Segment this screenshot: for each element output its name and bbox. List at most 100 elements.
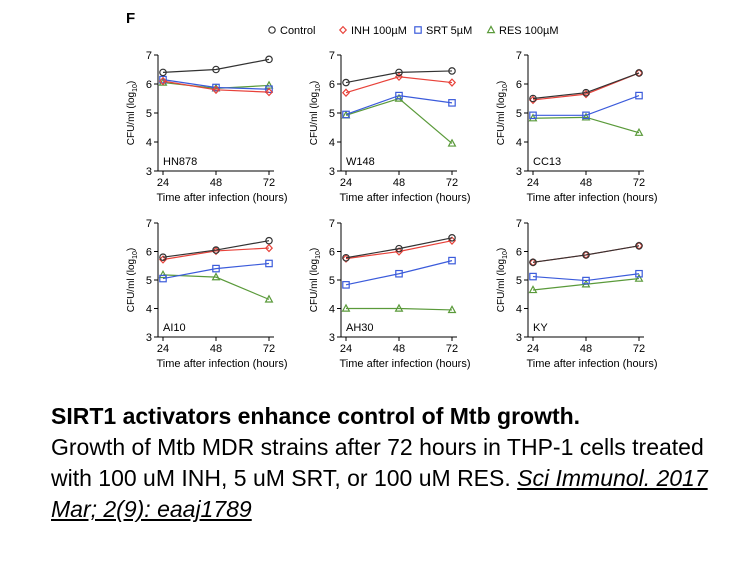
strain-label: HN878: [163, 156, 197, 168]
x-axis-label: Time after infection (hours): [526, 358, 657, 370]
y-tick-label: 3: [516, 166, 522, 178]
data-point-control: [448, 67, 456, 75]
y-tick-label: 6: [146, 247, 152, 259]
caption-title: SIRT1 activators enhance control of Mtb …: [51, 403, 581, 429]
legend-marker-res-100-m: [486, 25, 496, 34]
legend-item-srt-5-m: SRT 5µM: [414, 25, 472, 37]
data-point-srt-5-m: [395, 91, 403, 100]
y-tick-label: 5: [516, 108, 522, 120]
y-tick-label: 3: [329, 332, 335, 344]
y-tick-label: 6: [146, 79, 152, 91]
series-line-inh-100-m: [162, 80, 270, 93]
x-tick-label: 48: [393, 177, 405, 189]
data-point-control: [342, 78, 350, 87]
legend-label-srt-5-m: SRT 5µM: [426, 25, 472, 37]
x-tick-label: 24: [527, 177, 539, 189]
data-point-control: [159, 253, 167, 262]
panel-ky: 3 4 5 6 7 24 48 72 Time after infection (hours) C…: [496, 218, 658, 370]
strain-label: W148: [346, 156, 375, 168]
y-tick-label: 5: [146, 275, 152, 287]
data-point-srt-5-m: [159, 274, 167, 283]
legend-marker-control: [268, 26, 276, 34]
x-tick-label: 72: [263, 177, 275, 189]
x-tick-label: 72: [633, 177, 645, 189]
y-tick-label: 3: [146, 332, 152, 344]
y-tick-label: 5: [329, 275, 335, 287]
data-point-srt-5-m: [448, 256, 456, 265]
series-line-control: [345, 237, 453, 259]
series-line-inh-100-m: [345, 76, 453, 94]
series-line-res-100-m: [532, 116, 640, 134]
data-point-res-100-m: [634, 273, 644, 282]
data-point-inh-100-m: [447, 236, 457, 245]
x-tick-label: 24: [157, 343, 169, 355]
panel-ai10: 3 4 5 6 7 24 48 72 Time after infection (hours) C…: [126, 218, 288, 370]
x-tick-label: 24: [157, 177, 169, 189]
y-tick-label: 5: [329, 108, 335, 120]
data-point-srt-5-m: [212, 264, 220, 273]
data-point-res-100-m: [341, 303, 351, 312]
legend: Control INH 100µM SRT 5µM RES 100µM: [268, 25, 559, 37]
series-inh-100-m: [528, 241, 644, 267]
panels: 3 4 5 6 7 24 48 72 Time after infection (hours) C…: [126, 50, 658, 370]
x-tick-label: 48: [580, 343, 592, 355]
data-point-res-100-m: [447, 305, 457, 314]
y-tick-label: 3: [516, 332, 522, 344]
y-tick-label: 6: [516, 79, 522, 91]
panel-letter: F: [126, 10, 135, 27]
x-axis-label: Time after infection (hours): [156, 358, 287, 370]
series-line-inh-100-m: [345, 240, 453, 260]
data-point-res-100-m: [581, 112, 591, 121]
data-point-res-100-m: [158, 270, 168, 279]
data-point-inh-100-m: [158, 76, 168, 86]
series-line-control: [162, 58, 270, 73]
series-line-res-100-m: [346, 307, 453, 311]
data-point-srt-5-m: [265, 259, 273, 268]
series-srt-5-m: [529, 91, 643, 120]
data-point-res-100-m: [528, 113, 538, 122]
caption-body: Growth of Mtb MDR strains after 72 hours…: [51, 434, 704, 491]
x-tick-label: 48: [210, 343, 222, 355]
y-tick-label: 6: [516, 247, 522, 259]
series-srt-5-m: [159, 259, 273, 283]
y-axis-label: CFU/ml (log10): [496, 248, 509, 312]
data-point-control: [212, 65, 220, 74]
x-tick-label: 72: [633, 343, 645, 355]
data-point-control: [529, 94, 537, 103]
x-tick-label: 24: [340, 343, 352, 355]
y-tick-label: 7: [146, 50, 152, 62]
data-point-res-100-m: [211, 272, 221, 281]
series-control: [529, 242, 643, 267]
data-point-srt-5-m: [635, 269, 643, 278]
data-point-control: [529, 258, 537, 267]
data-point-srt-5-m: [212, 83, 220, 92]
y-tick-label: 4: [516, 137, 522, 149]
legend-label-res-100-m: RES 100µM: [499, 25, 559, 37]
data-point-inh-100-m: [394, 72, 404, 82]
y-tick-label: 5: [146, 108, 152, 120]
data-point-control: [582, 88, 590, 97]
data-point-srt-5-m: [265, 85, 273, 94]
figure-grid: F Control INH 100µM SRT 5µM RES 100µM 3 4 5 6 7…: [126, 10, 658, 370]
data-point-res-100-m: [264, 80, 274, 89]
data-point-control: [159, 68, 167, 77]
data-point-inh-100-m: [264, 87, 274, 97]
panel-hn878: 3 4 5 6 7 24 48 72 Time after infection (hours) C…: [126, 50, 288, 204]
series-line-control: [532, 72, 640, 100]
series-line-res-100-m: [162, 274, 270, 300]
citation-link[interactable]: Sci Immunol. 2017 Mar; 2(9): eaaj1789: [51, 465, 708, 522]
y-tick-label: 7: [516, 218, 522, 230]
series-line-srt-5-m: [162, 79, 270, 90]
series-line-srt-5-m: [162, 262, 270, 280]
figure-caption: SIRT1 activators enhance control of Mtb …: [51, 401, 751, 525]
data-point-res-100-m: [394, 93, 404, 102]
data-point-control: [395, 68, 403, 77]
legend-marker-inh-100-m: [338, 25, 348, 35]
data-point-control: [448, 234, 456, 242]
data-point-srt-5-m: [342, 281, 350, 289]
data-point-res-100-m: [447, 138, 457, 147]
x-tick-label: 72: [446, 177, 458, 189]
series-control: [342, 67, 456, 87]
data-point-inh-100-m: [264, 243, 274, 253]
legend-item-res-100-m: RES 100µM: [486, 25, 559, 37]
